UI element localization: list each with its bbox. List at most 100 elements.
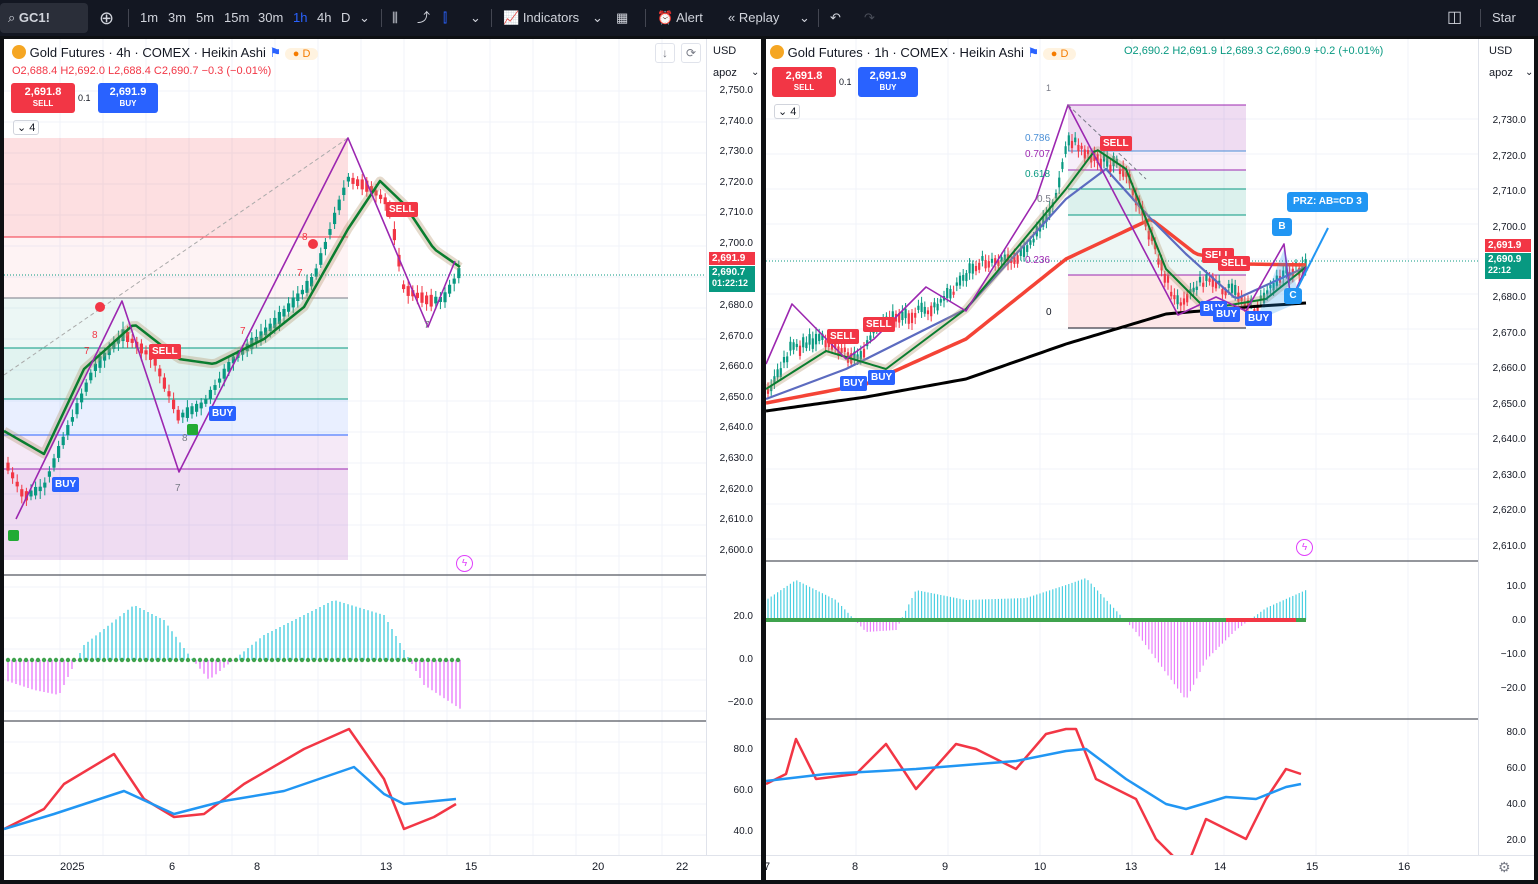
zero-dot	[377, 657, 383, 663]
panel-toggle-icon[interactable]: ◫	[1447, 9, 1463, 26]
interval-15m[interactable]: 15m	[224, 10, 250, 25]
interval-1m[interactable]: 1m	[140, 10, 159, 25]
right-buy-button[interactable]: 2,691.9 BUY	[858, 67, 918, 97]
left-currency[interactable]: USD	[713, 45, 737, 57]
right-buy-signal: BUY	[868, 370, 896, 385]
right-collapse-button[interactable]: ⌄ 4	[774, 104, 801, 119]
candle	[1224, 290, 1227, 296]
redo-icon[interactable]: ↷	[864, 10, 875, 25]
right-script-name[interactable]: apoz	[1489, 67, 1513, 79]
candle	[808, 334, 811, 345]
right-time-axis[interactable]: ⚙	[766, 855, 1534, 880]
left-collapse-button[interactable]: ⌄ 4	[13, 120, 40, 135]
candles-icon[interactable]: ⫿	[443, 10, 448, 25]
left-rsi-tick: 40.0	[733, 826, 753, 837]
alert-label: Alert	[676, 10, 703, 25]
chevron-down-icon[interactable]: ⌄	[1525, 67, 1534, 78]
right-chart-canvas[interactable]	[766, 39, 1534, 880]
zero-dot	[209, 657, 215, 663]
candle	[287, 303, 291, 312]
left-osc-tick: 20.0	[733, 611, 753, 622]
flash-icon[interactable]: ϟ	[456, 555, 473, 572]
right-buy-signal: BUY	[1245, 311, 1273, 326]
candle	[901, 311, 904, 321]
candle	[1064, 146, 1067, 154]
candle	[843, 347, 846, 352]
compare-icon[interactable]: ⤴	[417, 10, 431, 25]
left-sell-button[interactable]: 2,691.8 SELL	[11, 83, 75, 113]
chevron-down-icon[interactable]: ⌄	[751, 67, 760, 78]
undo-icon[interactable]: ↶	[830, 10, 841, 25]
scroll-down-icon[interactable]: ↓	[655, 43, 675, 63]
left-buy-label: BUY	[119, 99, 137, 108]
left-price-tick: 2,720.0	[719, 176, 753, 188]
candle	[66, 425, 70, 436]
right-price-axis[interactable]: USD apoz ⌄ 2,730.0 2,720.0 2,710.0 2,700.0 2…	[1478, 39, 1534, 855]
interval-5m[interactable]: 5m	[196, 10, 215, 25]
chevron-down-icon[interactable]: ⌄	[799, 10, 810, 25]
left-chart-canvas[interactable]	[4, 39, 761, 880]
right-time-tick: 9	[942, 861, 949, 873]
candle	[805, 342, 808, 349]
left-buy-signal: BUY	[52, 477, 80, 492]
right-price-tick: 2,640.0	[1492, 434, 1526, 445]
indicators-button[interactable]: 📈 Indicators	[503, 0, 579, 36]
candle	[869, 335, 872, 340]
candle	[1202, 282, 1205, 287]
candle	[926, 310, 930, 315]
refresh-icon[interactable]: ⟳	[681, 43, 701, 63]
alert-button[interactable]: ⏰ Alert	[657, 0, 703, 36]
candle	[821, 333, 824, 341]
candle	[107, 347, 111, 356]
right-price-tick: 2,620.0	[1492, 505, 1526, 516]
zero-dot	[23, 657, 29, 663]
candle	[1189, 289, 1192, 294]
chevron-down-icon[interactable]: ⌄	[359, 10, 370, 25]
candle	[346, 176, 350, 182]
right-sell-button[interactable]: 2,691.8 SELL	[772, 67, 836, 97]
interval-1h[interactable]: 1h	[293, 10, 308, 25]
bar-style-icon[interactable]: ⫼	[392, 10, 398, 25]
layout-icon[interactable]: ▦	[616, 10, 629, 25]
candle	[20, 489, 24, 497]
chevron-down-icon[interactable]: ⌄	[470, 10, 481, 25]
left-price-axis[interactable]: USD apoz ⌄ 2,750.0 2,740.0 2,730.0 2,720.0 2…	[706, 39, 761, 855]
left-price-tick: 2,610.0	[719, 514, 753, 526]
left-buy-button[interactable]: 2,691.9 BUY	[98, 83, 158, 113]
flag-icon: ⚑	[1027, 45, 1040, 60]
right-time-tick: 7	[766, 861, 771, 873]
interval-4h[interactable]: 4h	[317, 10, 332, 25]
candle	[1026, 245, 1029, 252]
ma-21-line	[766, 167, 1307, 401]
fib-zone	[1068, 105, 1246, 151]
symbol-search-button[interactable]: ⌕ GC1!	[0, 3, 88, 33]
left-script-name[interactable]: apoz	[713, 67, 737, 79]
candle	[300, 289, 304, 295]
left-chart-pane[interactable]: Gold Futures · 4h · COMEX · Heikin Ashi …	[4, 39, 761, 880]
flash-icon[interactable]: ϟ	[1296, 539, 1313, 556]
settings-icon[interactable]: ⚙	[1498, 859, 1511, 875]
interval-3m[interactable]: 3m	[168, 10, 187, 25]
zero-dot	[71, 657, 77, 663]
right-currency[interactable]: USD	[1489, 45, 1513, 57]
left-close-value: 2,690.7	[712, 267, 746, 278]
candle	[971, 263, 974, 274]
zero-dot	[383, 657, 389, 663]
star-label[interactable]: Star	[1492, 10, 1516, 25]
right-sell-signal: SELL	[1218, 256, 1250, 271]
replay-button[interactable]: « Replay	[728, 0, 779, 36]
candle	[333, 212, 337, 225]
alarm-icon: ⏰	[657, 10, 674, 25]
candle	[282, 308, 286, 317]
candle	[250, 337, 254, 350]
add-symbol-icon[interactable]: ⊕	[99, 8, 115, 28]
right-sell-price: 2,691.8	[785, 70, 823, 82]
candle	[75, 403, 79, 415]
zero-dot	[323, 657, 329, 663]
right-spread: 0.1	[839, 77, 852, 87]
left-time-axis[interactable]	[4, 855, 761, 880]
right-chart-pane[interactable]: Gold Futures · 1h · COMEX · Heikin Ashi …	[766, 39, 1534, 880]
chevron-down-icon[interactable]: ⌄	[592, 10, 603, 25]
interval-30m[interactable]: 30m	[258, 10, 284, 25]
interval-d[interactable]: D	[341, 10, 351, 25]
